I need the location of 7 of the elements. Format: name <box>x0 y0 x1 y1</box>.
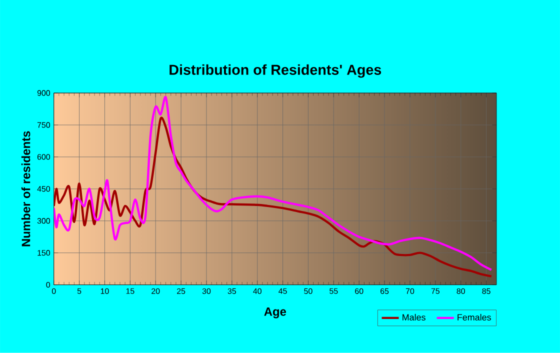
y-axis-title: Number of residents <box>21 131 30 246</box>
line-series <box>54 118 492 278</box>
legend-label: Females <box>458 314 491 321</box>
line-series <box>54 96 492 272</box>
x-axis-title: Age <box>264 308 286 318</box>
chart-title: Distribution of Residents' Ages <box>170 64 382 78</box>
legend-label: Males <box>402 314 426 321</box>
